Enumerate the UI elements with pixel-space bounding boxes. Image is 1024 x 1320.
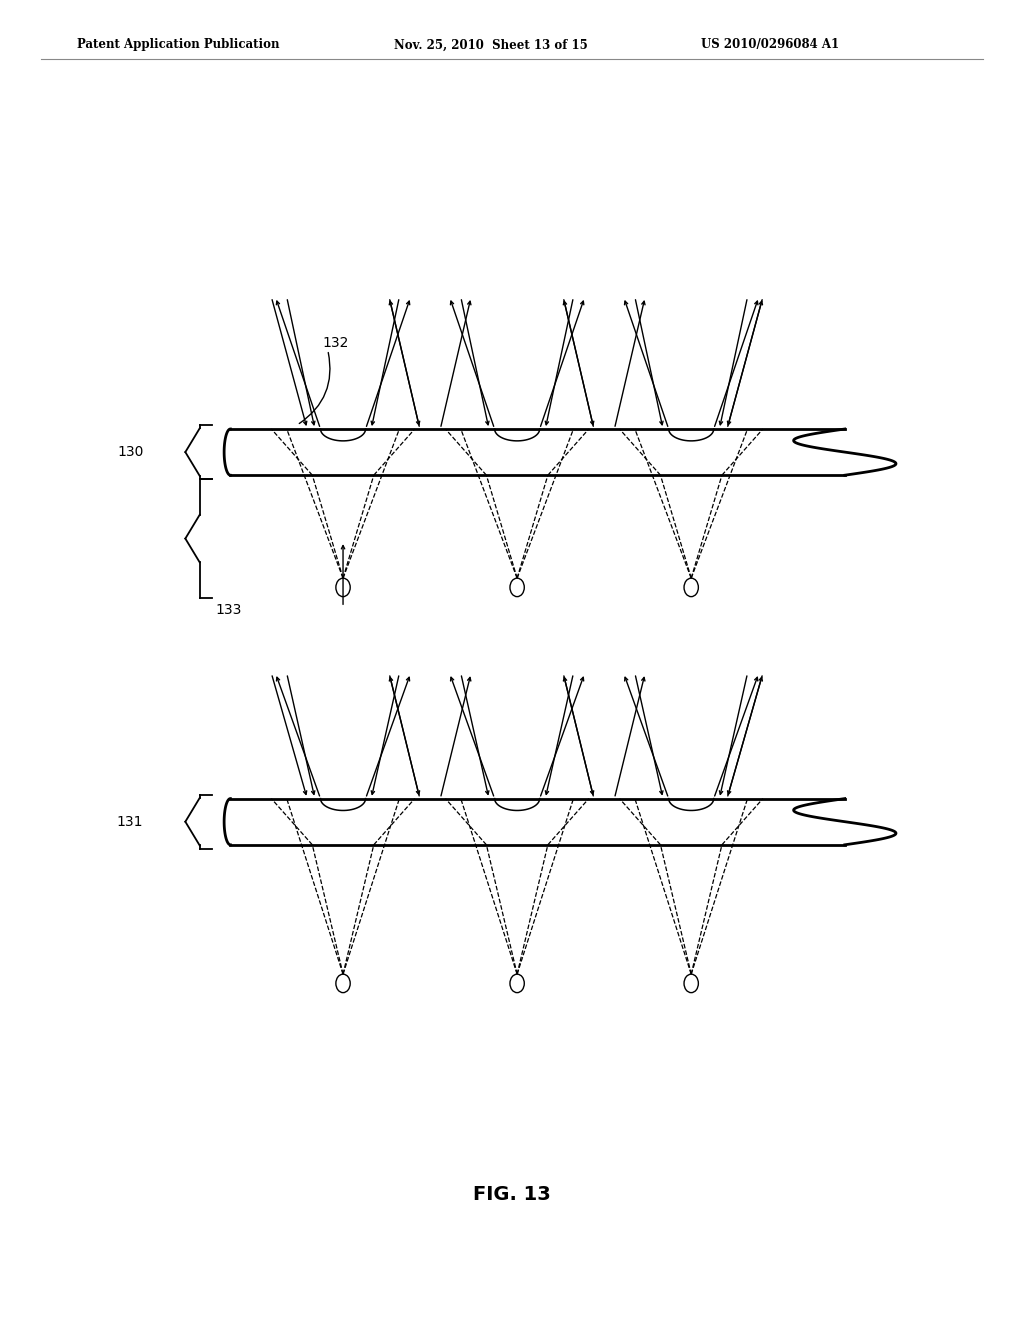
FancyArrowPatch shape [299,352,330,424]
Text: FIG. 13: FIG. 13 [473,1185,551,1204]
Text: 130: 130 [117,445,143,459]
Text: 131: 131 [117,814,143,829]
Text: US 2010/0296084 A1: US 2010/0296084 A1 [701,38,840,51]
Text: Nov. 25, 2010  Sheet 13 of 15: Nov. 25, 2010 Sheet 13 of 15 [394,38,588,51]
Text: 133: 133 [215,603,242,618]
Text: 132: 132 [323,335,349,350]
Text: Patent Application Publication: Patent Application Publication [77,38,280,51]
